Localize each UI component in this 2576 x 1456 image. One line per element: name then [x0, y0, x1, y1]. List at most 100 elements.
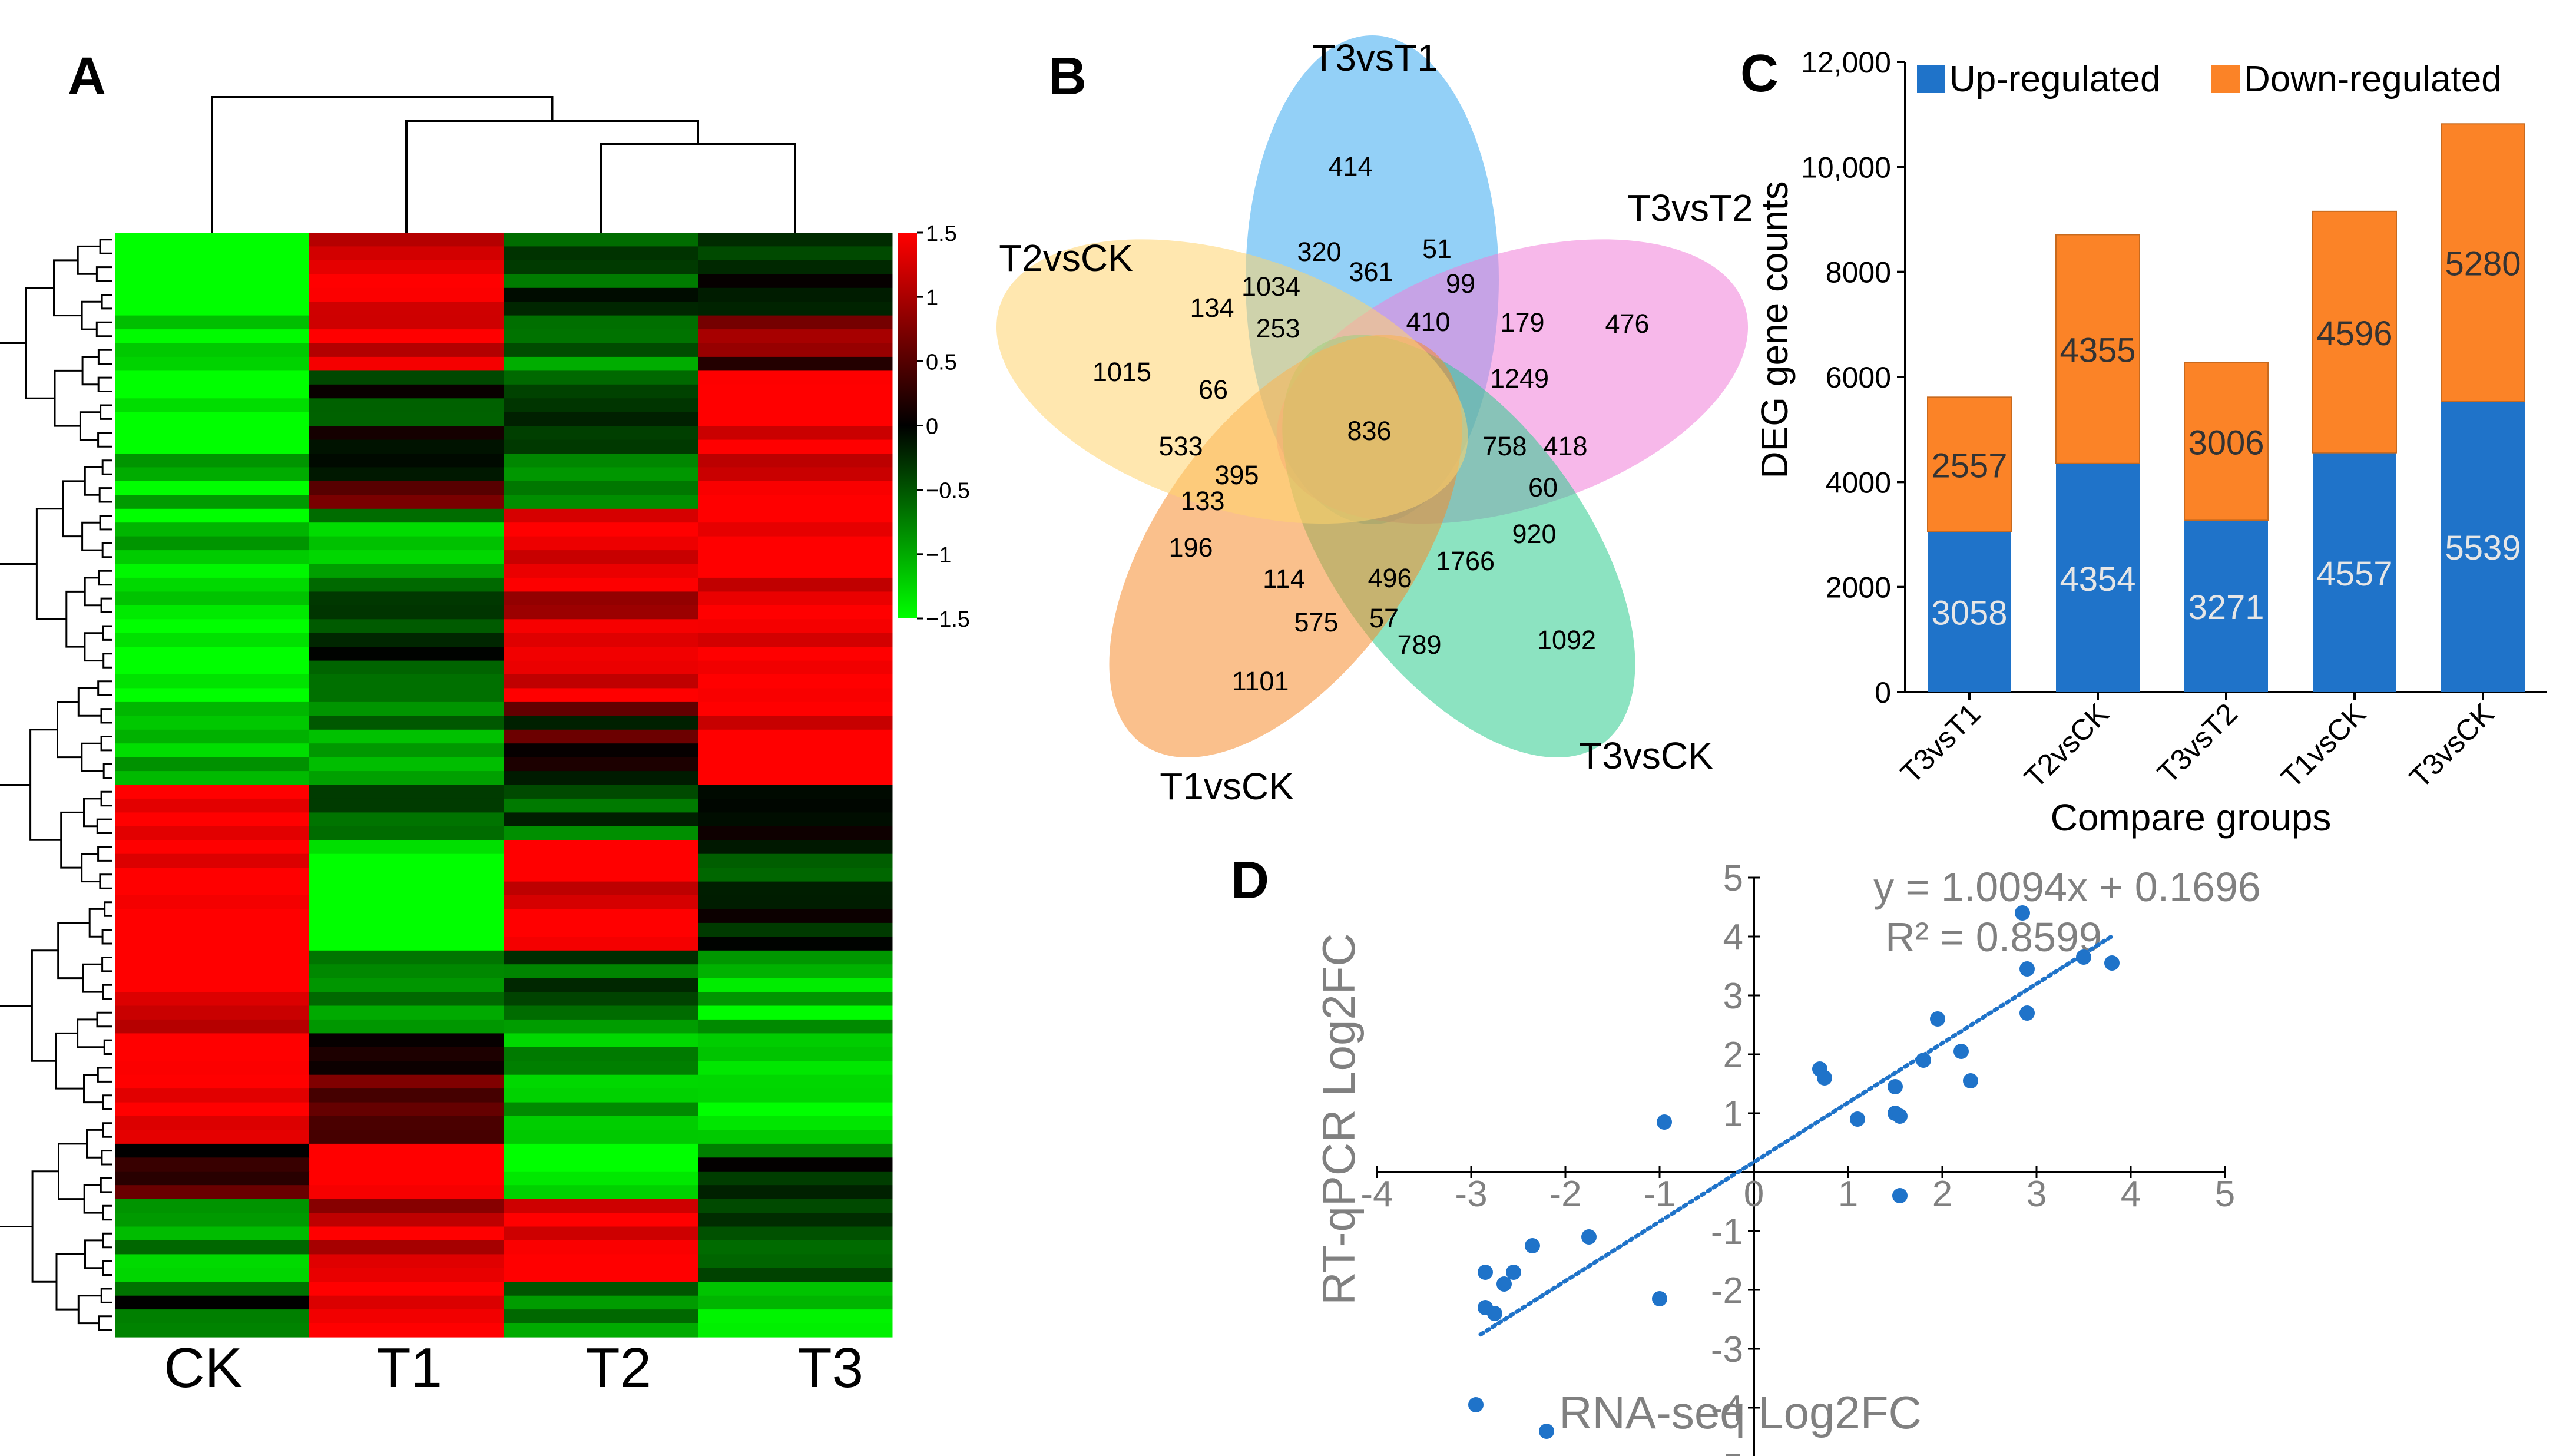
column-label-t2: T2 [585, 1336, 651, 1399]
heatmap-cell [698, 647, 893, 661]
column-label-t1: T1 [376, 1336, 442, 1399]
heatmap-cell [504, 467, 698, 482]
dendrogram-branch [77, 687, 101, 717]
heatmap-cell [309, 1240, 504, 1255]
heatmap-cell [309, 274, 504, 289]
heatmap-cell [504, 591, 698, 606]
heatmap-cell [115, 315, 310, 330]
heatmap-cell [115, 454, 310, 468]
heatmap-cell [698, 1019, 893, 1034]
heatmap-cell [698, 481, 893, 495]
heatmap-cell [504, 798, 698, 813]
venn-count: 1092 [1537, 625, 1596, 655]
heatmap-cell [309, 343, 504, 358]
heatmap-cell [115, 522, 310, 537]
dendrogram-branch [98, 1315, 112, 1331]
bar-up-regulated [2056, 463, 2140, 692]
heatmap-cell [115, 1005, 310, 1020]
heatmap-cell [309, 370, 504, 385]
heatmap-cell [698, 1074, 893, 1089]
heatmap-cell [698, 454, 893, 468]
scatter-point [1963, 1073, 1978, 1088]
heatmap-cell [504, 964, 698, 979]
heatmap-cell [309, 743, 504, 758]
scatter-point [1888, 1079, 1903, 1094]
scatter-y-tick-label: 4 [1723, 917, 1743, 958]
heatmap-cell [504, 605, 698, 620]
heatmap-cell [504, 274, 698, 289]
heatmap-cell [504, 302, 698, 316]
dendrogram-branch [101, 1150, 112, 1166]
scatter-point [1539, 1424, 1554, 1439]
heatmap-cell [698, 495, 893, 509]
heatmap-cell [309, 1295, 504, 1310]
heatmap-cell [115, 577, 310, 592]
dendrogram-branch [86, 1129, 104, 1159]
heatmap-cell [504, 287, 698, 302]
dendrogram-branch [62, 480, 85, 538]
scatter-x-tick-label: 3 [2027, 1174, 2047, 1215]
heatmap-cell [115, 1282, 310, 1296]
heatmap-cell [504, 922, 698, 937]
row-dendrogram [0, 239, 112, 1331]
heatmap-cell [698, 771, 893, 786]
dendrogram-branch [99, 873, 112, 889]
scatter-point [1892, 1188, 1908, 1203]
heatmap-cell [309, 591, 504, 606]
heatmap-cell [698, 1171, 893, 1186]
venn-set-label-t3vsck: T3vsCK [1579, 734, 1713, 777]
heatmap-cell [309, 1171, 504, 1186]
heatmap-cell [698, 1102, 893, 1117]
venn-count: 133 [1180, 486, 1224, 516]
dendrogram-branch [102, 1204, 112, 1221]
heatmap-cell [309, 1309, 504, 1324]
heatmap-cell [115, 937, 310, 951]
heatmap-cell [115, 439, 310, 454]
venn-count: 60 [1528, 472, 1558, 502]
venn-count: 395 [1214, 460, 1259, 490]
dendrogram-branch [102, 763, 112, 779]
dendrogram-branch [83, 1074, 104, 1104]
scatter-x-tick-label: 0 [1744, 1174, 1764, 1215]
heatmap-cell [309, 826, 504, 840]
heatmap-cell [698, 660, 893, 675]
heatmap-cell [115, 701, 310, 716]
colorbar [898, 233, 917, 618]
heatmap-cell [504, 481, 698, 495]
heatmap-cell [504, 508, 698, 523]
heatmap-cell [698, 287, 893, 302]
dendrogram-branch [0, 784, 32, 1007]
heatmap-column-labels: CK T1 T2 T3 [164, 1336, 863, 1399]
dendrogram-branch [55, 1032, 84, 1090]
dendrogram-branch [99, 239, 112, 254]
dendrogram-branch [100, 404, 112, 420]
dendrogram-branch [102, 625, 112, 641]
bar-value-label-up: 5539 [2445, 529, 2521, 567]
venn-count: 1249 [1490, 363, 1549, 393]
heatmap-cell [115, 1088, 310, 1103]
dendrogram-branch [102, 984, 112, 1000]
heatmap-cell [309, 315, 504, 330]
dendrogram-branch [97, 376, 112, 392]
dendrogram-branch [97, 1067, 112, 1083]
heatmap-cell [698, 246, 893, 261]
heatmap-cell [309, 1268, 504, 1282]
heatmap-cell [115, 343, 310, 358]
heatmap-cell [698, 233, 893, 247]
heatmap-cell [504, 978, 698, 992]
dendrogram-branch [100, 1177, 112, 1193]
heatmap-cell [115, 978, 310, 992]
dendrogram-branch [101, 459, 112, 475]
heatmap-cell [698, 1323, 893, 1338]
bar-y-tick-label: 6000 [1826, 361, 1891, 394]
heatmap-cell [309, 495, 504, 509]
scatter-point [2015, 905, 2030, 921]
scatter-point [1468, 1397, 1484, 1412]
heatmap-cell [698, 356, 893, 371]
heatmap-cell [698, 1282, 893, 1296]
heatmap-cell [698, 826, 893, 840]
heatmap-cell [309, 688, 504, 703]
bar-value-label-down: 5280 [2445, 245, 2521, 283]
panel-d-label: D [1231, 851, 1269, 910]
heatmap-cell [115, 356, 310, 371]
